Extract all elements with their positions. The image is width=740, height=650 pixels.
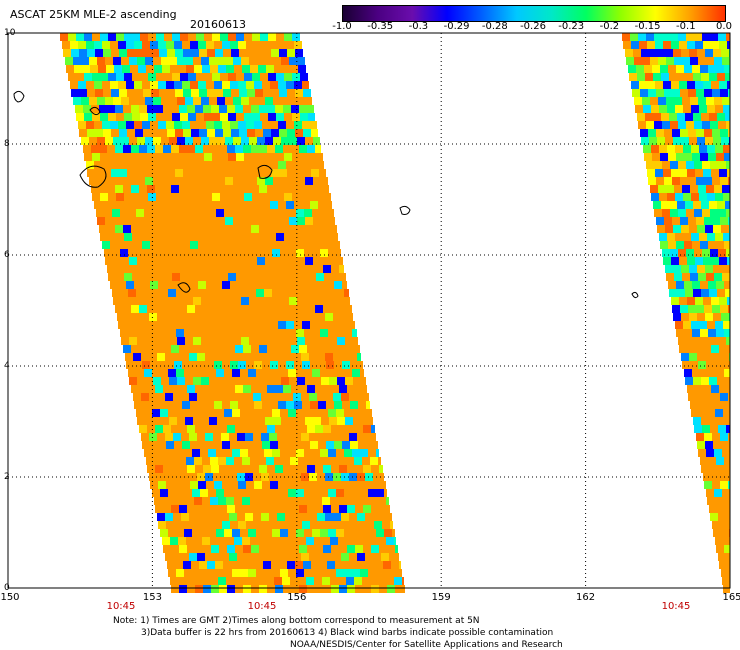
map-frame: [7, 32, 731, 589]
colorbar-tick: 0.0: [716, 21, 732, 32]
note-line-1: Note: 1) Times are GMT 2)Times along bot…: [113, 616, 480, 626]
lat-label: 6: [4, 250, 10, 260]
lat-label: 8: [4, 139, 10, 149]
lon-label: 159: [431, 592, 451, 603]
colorbar-tick: -0.3: [408, 21, 429, 32]
lat-label: 0: [4, 583, 10, 593]
chart-title: ASCAT 25KM MLE-2 ascending: [10, 8, 177, 21]
colorbar-tick: -0.15: [634, 21, 661, 32]
colorbar-tick: -1.0: [332, 21, 352, 32]
colorbar-tick: -0.35: [367, 21, 394, 32]
time-label: 10:45: [106, 601, 136, 612]
note-line-3: NOAA/NESDIS/Center for Satellite Applica…: [290, 640, 563, 650]
lat-label: 4: [4, 361, 10, 371]
lon-label: 156: [287, 592, 307, 603]
time-label: 10:45: [247, 601, 277, 612]
colorbar-tick: -0.2: [599, 21, 620, 32]
date-label: 20160613: [190, 18, 246, 31]
lon-label: 165: [722, 592, 740, 603]
lon-label: 162: [576, 592, 596, 603]
lat-label: 10: [4, 28, 16, 38]
colorbar-tick: -0.23: [558, 21, 585, 32]
lat-label: 2: [4, 472, 10, 482]
coastlines: [13, 90, 639, 299]
colorbar-tick: -0.26: [520, 21, 546, 32]
colorbar: [342, 5, 726, 22]
colorbar-tick: -0.29: [443, 21, 470, 32]
data-swaths: [60, 33, 730, 593]
grid-lines: [8, 33, 730, 588]
colorbar-tick: -0.28: [481, 21, 508, 32]
lon-label: 150: [0, 592, 20, 603]
lon-label: 153: [142, 592, 162, 603]
time-label: 10:45: [661, 601, 691, 612]
note-line-2: 3)Data buffer is 22 hrs from 20160613 4)…: [141, 628, 554, 638]
colorbar-tick: -0.1: [676, 21, 696, 32]
